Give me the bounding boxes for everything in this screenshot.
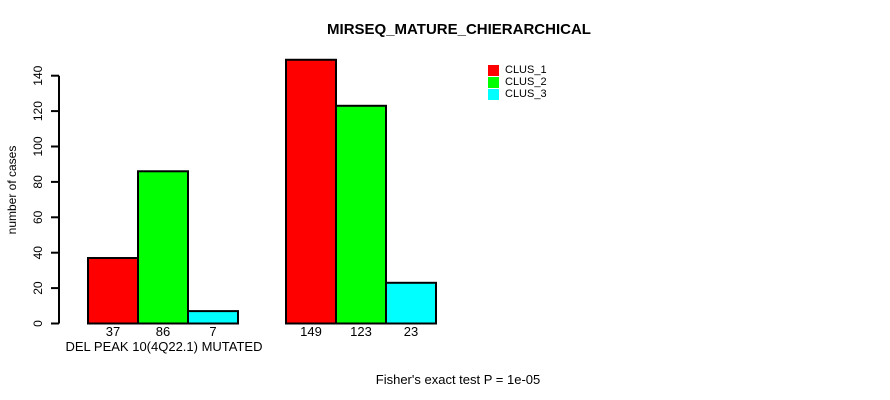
bar-clus_2-group1 xyxy=(137,170,189,325)
bar-value-label: 37 xyxy=(106,324,120,339)
bar-value-label: 23 xyxy=(404,324,418,339)
y-tick-label: 120 xyxy=(31,101,45,121)
chart-title: MIRSEQ_MATURE_CHIERARCHICAL xyxy=(327,21,591,38)
legend-swatch-icon xyxy=(488,76,499,88)
legend-label: CLUS_2 xyxy=(505,76,547,88)
bar-clus_3-group2 xyxy=(385,281,437,325)
stats-footnote: Fisher's exact test P = 1e-05 xyxy=(375,372,541,387)
bar-clus_3-group1 xyxy=(187,310,239,325)
legend-swatch-icon xyxy=(488,88,499,100)
bar-value-label: 7 xyxy=(209,324,216,339)
y-tick-label: 20 xyxy=(31,281,45,295)
bar-value-label: 86 xyxy=(156,324,170,339)
legend-label: CLUS_1 xyxy=(505,64,547,76)
y-tick-label: 100 xyxy=(31,136,45,156)
legend-label: CLUS_3 xyxy=(505,88,547,100)
x-category-label: DEL PEAK 10(4Q22.1) MUTATED xyxy=(65,339,263,354)
y-tick-label: 60 xyxy=(31,210,45,224)
legend-swatch-icon xyxy=(488,64,499,76)
legend-item-clus_1: CLUS_1 xyxy=(488,64,547,76)
bar-clus_1-group2 xyxy=(285,58,337,325)
legend-item-clus_3: CLUS_3 xyxy=(488,88,547,100)
legend: CLUS_1 CLUS_2 CLUS_3 xyxy=(488,64,547,100)
y-tick-label: 0 xyxy=(31,320,45,327)
y-axis-title: number of cases xyxy=(5,146,19,235)
y-tick-label: 140 xyxy=(31,65,45,85)
bar-value-label: 149 xyxy=(300,324,322,339)
bar-value-label: 123 xyxy=(350,324,372,339)
bar-clus_1-group1 xyxy=(87,257,139,325)
bar-clus_2-group2 xyxy=(335,104,387,325)
y-tick-label: 40 xyxy=(31,246,45,260)
legend-item-clus_2: CLUS_2 xyxy=(488,76,547,88)
y-tick-label: 80 xyxy=(31,175,45,189)
